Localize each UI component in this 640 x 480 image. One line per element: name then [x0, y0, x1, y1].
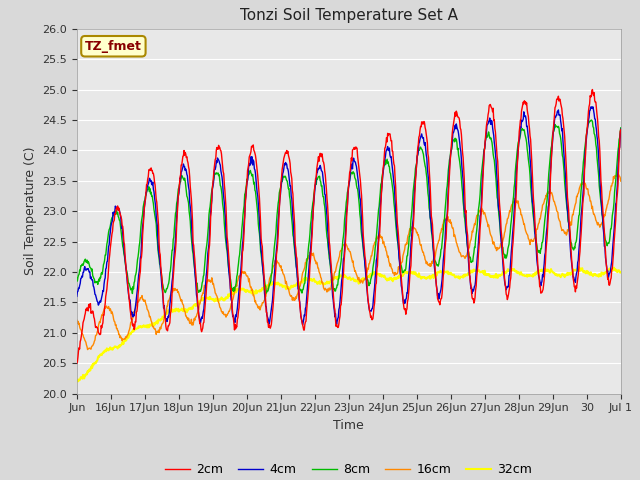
4cm [99, 288, 107, 293]
2cm [299, 322, 307, 327]
Line: 16cm: 16cm [77, 174, 621, 349]
8cm [129, 290, 136, 296]
2cm [73, 360, 81, 366]
8cm [588, 117, 595, 123]
8cm [73, 275, 81, 281]
X-axis label: Time: Time [333, 419, 364, 432]
Legend: 2cm, 4cm, 8cm, 16cm, 32cm: 2cm, 4cm, 8cm, 16cm, 32cm [160, 458, 538, 480]
2cm [589, 87, 596, 93]
16cm [175, 289, 182, 295]
8cm [175, 186, 182, 192]
16cm [590, 211, 598, 217]
32cm [175, 306, 182, 312]
32cm [100, 350, 108, 356]
32cm [600, 272, 607, 277]
Line: 4cm: 4cm [77, 107, 621, 324]
8cm [591, 132, 598, 138]
32cm [575, 264, 582, 270]
4cm [300, 320, 307, 325]
8cm [99, 266, 107, 272]
2cm [99, 320, 107, 325]
4cm [591, 116, 598, 121]
Text: TZ_fmet: TZ_fmet [85, 40, 142, 53]
16cm [394, 269, 402, 275]
2cm [590, 90, 598, 96]
4cm [174, 197, 182, 203]
8cm [600, 223, 607, 228]
8cm [300, 287, 307, 292]
16cm [73, 317, 81, 323]
32cm [617, 269, 625, 275]
32cm [300, 277, 307, 283]
4cm [73, 293, 81, 299]
16cm [599, 219, 607, 225]
32cm [394, 275, 402, 281]
16cm [100, 309, 108, 314]
4cm [588, 104, 596, 110]
2cm [617, 127, 625, 132]
8cm [617, 125, 625, 131]
16cm [300, 269, 307, 275]
Line: 2cm: 2cm [77, 90, 621, 363]
32cm [74, 379, 82, 384]
Title: Tonzi Soil Temperature Set A: Tonzi Soil Temperature Set A [240, 9, 458, 24]
32cm [73, 377, 81, 383]
4cm [600, 225, 607, 231]
Y-axis label: Soil Temperature (C): Soil Temperature (C) [24, 147, 36, 276]
4cm [299, 322, 307, 327]
4cm [617, 126, 625, 132]
32cm [591, 272, 598, 277]
Line: 32cm: 32cm [77, 267, 621, 382]
16cm [617, 179, 625, 184]
2cm [599, 204, 607, 210]
16cm [84, 347, 92, 352]
2cm [394, 220, 401, 226]
Line: 8cm: 8cm [77, 120, 621, 293]
16cm [613, 171, 621, 177]
2cm [174, 202, 182, 208]
8cm [394, 240, 402, 246]
4cm [394, 238, 402, 244]
